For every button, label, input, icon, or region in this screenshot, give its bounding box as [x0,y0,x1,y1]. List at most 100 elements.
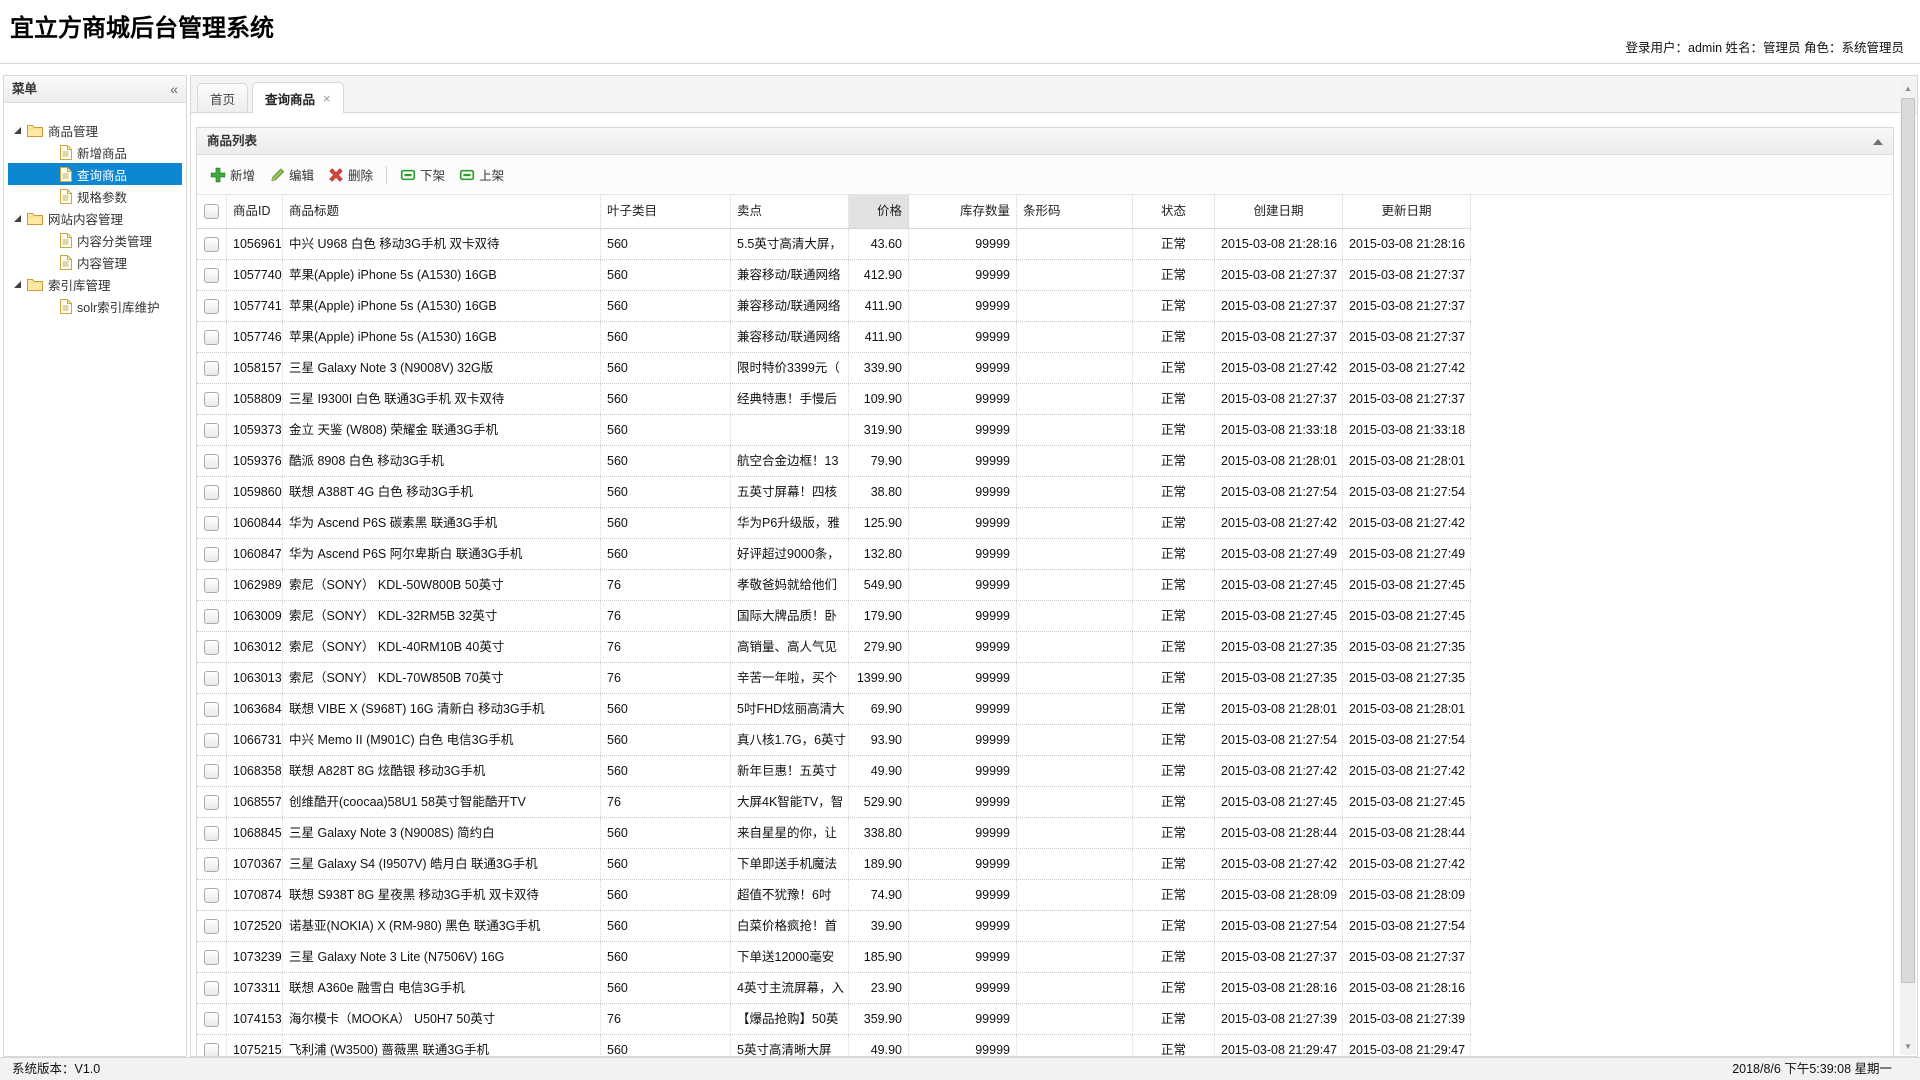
table-row[interactable]: 1058809 三星 I9300I 白色 联通3G手机 双卡双待 560 经典特惠！手… [197,384,1471,415]
tree-item-新增商品[interactable]: 新增商品 [8,141,182,163]
table-row[interactable]: 1063684 联想 VIBE X (S968T) 16G 清新白 移动3G手机 5… [197,694,1471,725]
table-row[interactable]: 1074153 海尔模卡（MOOKA） U50H7 50英寸 76 【爆品抢购】50英… [197,1004,1471,1035]
table-row[interactable]: 1060847 华为 Ascend P6S 阿尔卑斯白 联通3G手机 560 好评超过… [197,539,1471,570]
row-checkbox[interactable] [204,608,219,624]
table-row[interactable]: 1063013 索尼（SONY） KDL-70W850B 70英寸 76 辛苦一年啦，… [197,663,1471,694]
sidebar-collapse-icon[interactable]: « [170,81,178,97]
row-checkbox[interactable] [204,887,219,903]
table-row[interactable]: 1068358 联想 A828T 8G 炫酷银 移动3G手机 560 新年巨惠！五英寸… [197,756,1471,787]
row-checkbox[interactable] [204,856,219,872]
tree-item-规格参数[interactable]: 规格参数 [8,185,182,207]
cell-id: 1063012 [227,632,283,662]
row-checkbox[interactable] [204,1042,219,1056]
off-shelf-button-label: 下架 [420,169,446,183]
table-row[interactable]: 1057740 苹果(Apple) iPhone 5s (A1530) 16GB 5… [197,260,1471,291]
table-row[interactable]: 1059376 酷派 8908 白色 移动3G手机 560 航空合金边框！13 79.9… [197,446,1471,477]
row-checkbox[interactable] [204,298,219,314]
table-row[interactable]: 1063012 索尼（SONY） KDL-40RM10B 40英寸 76 高销量、高人… [197,632,1471,663]
table-row[interactable]: 1068557 创维酷开(coocaa)58U1 58英寸智能酷开TV 76 大屏4K… [197,787,1471,818]
table-row[interactable]: 1070874 联想 S938T 8G 星夜黑 移动3G手机 双卡双待 560 超值不… [197,880,1471,911]
row-checkbox[interactable] [204,949,219,965]
table-row[interactable]: 1070367 三星 Galaxy S4 (I9507V) 皓月白 联通3G手机 5… [197,849,1471,880]
table-row[interactable]: 1063009 索尼（SONY） KDL-32RM5B 32英寸 76 国际大牌品质！… [197,601,1471,632]
table-row[interactable]: 1059860 联想 A388T 4G 白色 移动3G手机 560 五英寸屏幕！四核 3… [197,477,1471,508]
row-checkbox[interactable] [204,732,219,748]
cell-status: 正常 [1133,1004,1215,1034]
row-checkbox[interactable] [204,515,219,531]
expander-icon[interactable] [14,280,21,288]
on-shelf-button[interactable]: 上架 [452,162,511,187]
cell-stock: 99999 [909,539,1017,569]
table-row[interactable]: 1059373 金立 天鉴 (W808) 荣耀金 联通3G手机 560 319.90 9… [197,415,1471,446]
panel-collapse-icon[interactable] [1873,139,1883,145]
row-checkbox[interactable] [204,236,219,252]
column-header-created[interactable]: 创建日期 [1215,195,1343,228]
expander-icon[interactable] [14,126,21,134]
select-all-checkbox[interactable] [204,204,219,219]
row-checkbox[interactable] [204,763,219,779]
row-checkbox[interactable] [204,391,219,407]
column-header-sell_point[interactable]: 卖点 [731,195,849,228]
tree-item-查询商品[interactable]: 查询商品 [8,163,182,185]
off-shelf-button[interactable]: 下架 [393,162,452,187]
tree-item-内容管理[interactable]: 内容管理 [8,251,182,273]
row-checkbox[interactable] [204,422,219,438]
column-header-category[interactable]: 叶子类目 [601,195,731,228]
row-checkbox[interactable] [204,546,219,562]
table-row[interactable]: 1057741 苹果(Apple) iPhone 5s (A1530) 16GB 5… [197,291,1471,322]
column-header-status[interactable]: 状态 [1133,195,1215,228]
expander-icon[interactable] [14,214,21,222]
row-checkbox[interactable] [204,577,219,593]
table-row[interactable]: 1056961 中兴 U968 白色 移动3G手机 双卡双待 560 5.5英寸高清大… [197,229,1471,260]
cell-stock: 99999 [909,787,1017,817]
row-checkbox[interactable] [204,670,219,686]
column-header-price[interactable]: 价格 [849,195,909,228]
tree-folder-商品管理[interactable]: 商品管理 [8,119,182,141]
tab-首页[interactable]: 首页 [197,83,249,113]
table-row[interactable]: 1058157 三星 Galaxy Note 3 (N9008V) 32G版 560… [197,353,1471,384]
tree-folder-索引库管理[interactable]: 索引库管理 [8,273,182,295]
row-checkbox[interactable] [204,329,219,345]
row-checkbox[interactable] [204,484,219,500]
row-checkbox[interactable] [204,980,219,996]
table-row[interactable]: 1062989 索尼（SONY） KDL-50W800B 50英寸 76 孝敬爸妈就给… [197,570,1471,601]
file-icon [60,232,72,248]
cell-updated: 2015-03-08 21:27:54 [1343,911,1471,941]
column-header-title[interactable]: 商品标题 [283,195,601,228]
cell-barcode [1017,942,1133,972]
select-all-header[interactable] [197,195,227,228]
table-row[interactable]: 1073239 三星 Galaxy Note 3 Lite (N7506V) 16… [197,942,1471,973]
table-row[interactable]: 1068845 三星 Galaxy Note 3 (N9008S) 简约白 560 来… [197,818,1471,849]
tree-item-内容分类管理[interactable]: 内容分类管理 [8,229,182,251]
row-checkbox[interactable] [204,453,219,469]
column-header-id[interactable]: 商品ID [227,195,283,228]
tab-close-icon[interactable]: × [323,90,331,106]
table-row[interactable]: 1073311 联想 A360e 融雪白 电信3G手机 560 4英寸主流屏幕，入 23… [197,973,1471,1004]
scroll-thumb[interactable] [1901,98,1915,983]
row-checkbox[interactable] [204,701,219,717]
sidebar-header: « 菜单 [4,76,186,103]
table-row[interactable]: 1075215 飞利浦 (W3500) 蔷薇黑 联通3G手机 560 5英寸高清晰大屏… [197,1035,1471,1056]
row-checkbox[interactable] [204,1011,219,1027]
row-checkbox[interactable] [204,360,219,376]
row-checkbox[interactable] [204,639,219,655]
tree-folder-网站内容管理[interactable]: 网站内容管理 [8,207,182,229]
scroll-down-icon[interactable]: ▼ [1904,1042,1912,1051]
tab-查询商品[interactable]: 查询商品 × [252,82,344,113]
table-row[interactable]: 1072520 诺基亚(NOKIA) X (RM-980) 黑色 联通3G手机 56… [197,911,1471,942]
column-header-barcode[interactable]: 条形码 [1017,195,1133,228]
tree-item-solr索引库维护[interactable]: solr索引库维护 [8,295,182,317]
table-row[interactable]: 1057746 苹果(Apple) iPhone 5s (A1530) 16GB 5… [197,322,1471,353]
edit-button[interactable]: 编辑 [262,162,321,187]
row-checkbox[interactable] [204,794,219,810]
table-row[interactable]: 1066731 中兴 Memo II (M901C) 白色 电信3G手机 560 真八… [197,725,1471,756]
row-checkbox[interactable] [204,918,219,934]
delete-button[interactable]: 删除 [321,162,380,187]
row-checkbox[interactable] [204,825,219,841]
scroll-up-icon[interactable]: ▲ [1904,84,1912,93]
column-header-stock[interactable]: 库存数量 [909,195,1017,228]
column-header-updated[interactable]: 更新日期 [1343,195,1471,228]
table-row[interactable]: 1060844 华为 Ascend P6S 碳素黑 联通3G手机 560 华为P6升级… [197,508,1471,539]
row-checkbox[interactable] [204,267,219,283]
add-button[interactable]: 新增 [203,162,262,187]
